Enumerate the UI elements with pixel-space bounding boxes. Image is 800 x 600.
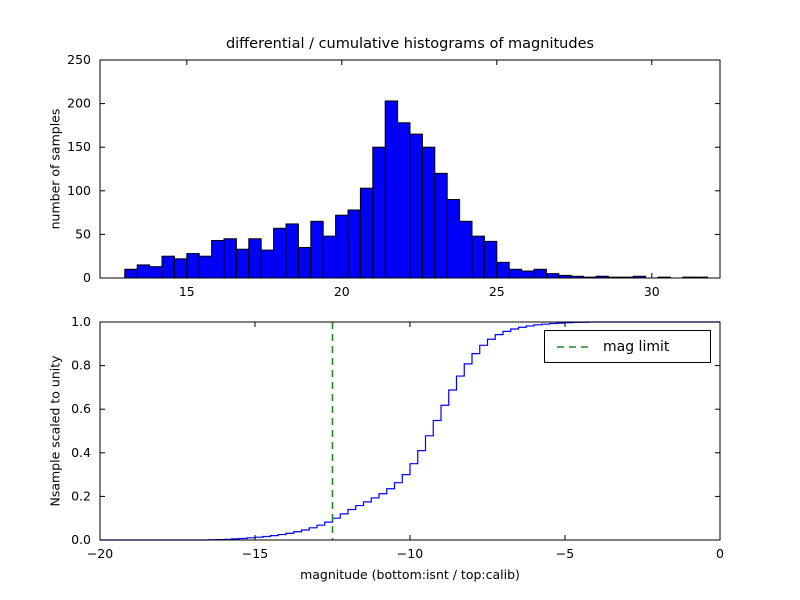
svg-text:100: 100 <box>67 183 91 198</box>
svg-text:15: 15 <box>179 284 195 299</box>
svg-text:−15: −15 <box>242 546 268 561</box>
svg-text:0.2: 0.2 <box>71 488 91 503</box>
svg-text:0: 0 <box>83 270 91 285</box>
svg-text:0.8: 0.8 <box>71 358 91 373</box>
svg-text:50: 50 <box>75 226 91 241</box>
svg-text:0.6: 0.6 <box>71 401 91 416</box>
bottom-ylabel: Nsample scaled to unity <box>47 355 63 507</box>
svg-text:0: 0 <box>716 546 724 561</box>
svg-text:−5: −5 <box>556 546 574 561</box>
svg-text:25: 25 <box>489 284 505 299</box>
bottom-xlabel: magnitude (bottom:isnt / top:calib) <box>300 567 520 582</box>
svg-text:20: 20 <box>334 284 350 299</box>
svg-text:30: 30 <box>644 284 660 299</box>
figure-title: differential / cumulative histograms of … <box>225 36 595 52</box>
svg-text:200: 200 <box>67 96 91 111</box>
svg-text:−20: −20 <box>87 546 113 561</box>
legend: mag limit <box>544 330 711 363</box>
legend-dash-icon <box>557 345 591 348</box>
svg-text:250: 250 <box>67 52 91 67</box>
svg-text:−10: −10 <box>397 546 423 561</box>
top-ylabel: number of samples <box>47 108 63 230</box>
legend-label: mag limit <box>603 338 670 355</box>
svg-text:0.0: 0.0 <box>71 532 91 547</box>
svg-text:150: 150 <box>67 139 91 154</box>
svg-text:1.0: 1.0 <box>71 314 91 329</box>
svg-text:0.4: 0.4 <box>71 445 91 460</box>
